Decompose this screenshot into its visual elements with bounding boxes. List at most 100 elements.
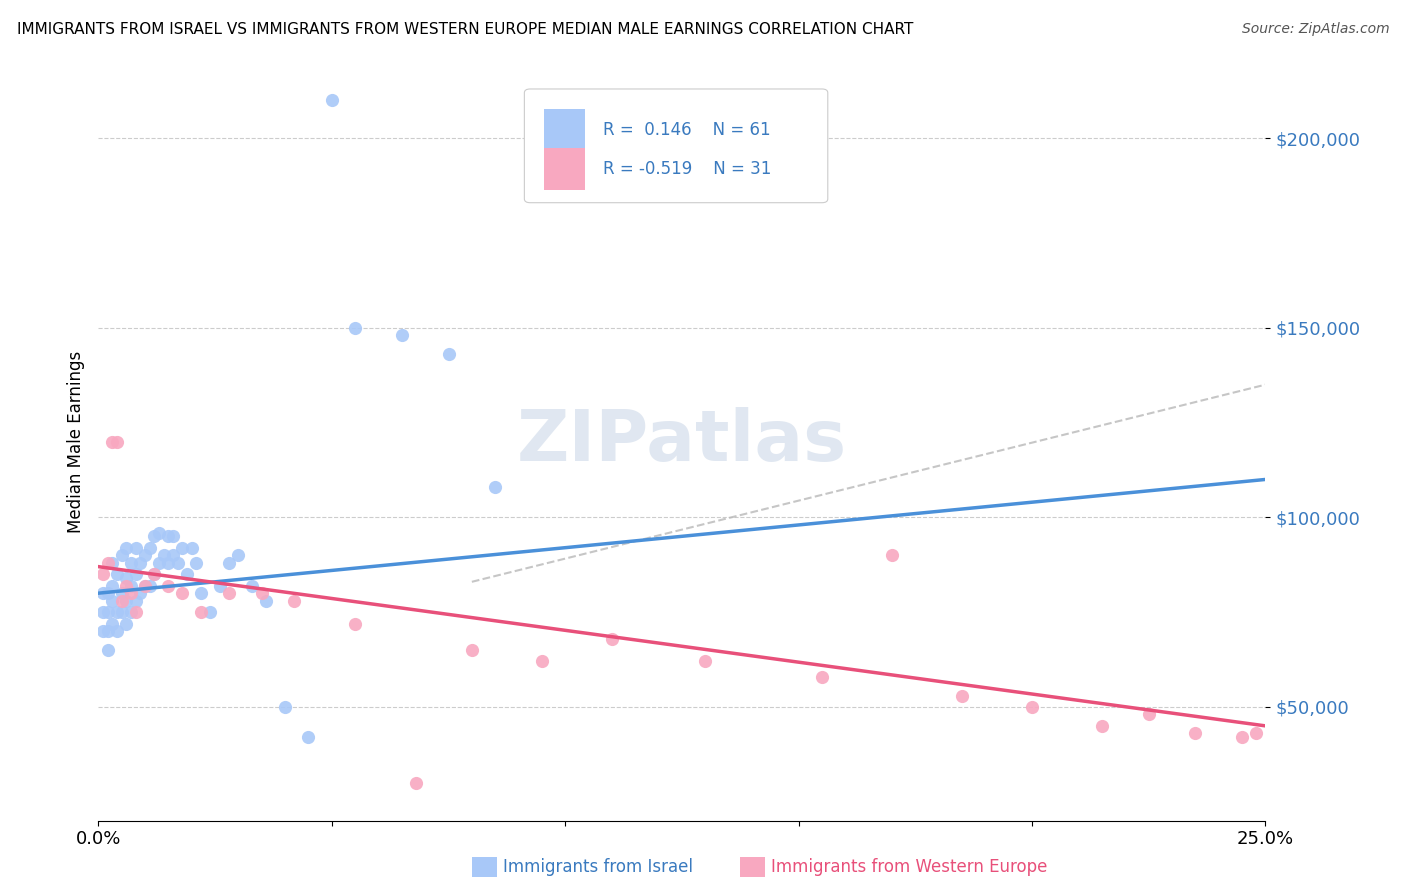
Point bbox=[97, 556, 120, 570]
Point bbox=[115, 579, 138, 593]
FancyBboxPatch shape bbox=[544, 148, 585, 190]
Point bbox=[600, 632, 623, 646]
Point bbox=[530, 655, 553, 669]
Point bbox=[101, 594, 124, 608]
Point bbox=[157, 556, 180, 570]
Point bbox=[162, 548, 184, 563]
Point bbox=[157, 529, 180, 543]
Point bbox=[695, 655, 717, 669]
Y-axis label: Median Male Earnings: Median Male Earnings bbox=[66, 351, 84, 533]
Point bbox=[256, 594, 278, 608]
Point bbox=[139, 541, 162, 555]
Point bbox=[111, 605, 134, 619]
Point bbox=[120, 586, 142, 600]
Point bbox=[148, 556, 170, 570]
Point bbox=[97, 643, 120, 657]
Point bbox=[143, 567, 166, 582]
Point bbox=[437, 347, 460, 361]
Point bbox=[148, 525, 170, 540]
Point bbox=[186, 556, 208, 570]
Point bbox=[105, 434, 128, 449]
Point bbox=[97, 586, 120, 600]
Point bbox=[344, 320, 367, 334]
Point bbox=[134, 548, 156, 563]
Point bbox=[111, 548, 134, 563]
Point bbox=[157, 579, 180, 593]
Point bbox=[105, 567, 128, 582]
Point bbox=[274, 699, 297, 714]
Text: Immigrants from Western Europe: Immigrants from Western Europe bbox=[770, 858, 1047, 876]
Point bbox=[120, 579, 142, 593]
Point bbox=[129, 556, 152, 570]
Point bbox=[120, 556, 142, 570]
Point bbox=[162, 529, 184, 543]
Point bbox=[139, 579, 162, 593]
Point bbox=[111, 594, 134, 608]
Point bbox=[484, 480, 506, 494]
Point bbox=[242, 579, 264, 593]
Point bbox=[120, 605, 142, 619]
Point bbox=[115, 571, 138, 585]
Point bbox=[1021, 699, 1043, 714]
Point bbox=[228, 548, 250, 563]
Text: IMMIGRANTS FROM ISRAEL VS IMMIGRANTS FROM WESTERN EUROPE MEDIAN MALE EARNINGS CO: IMMIGRANTS FROM ISRAEL VS IMMIGRANTS FRO… bbox=[17, 22, 914, 37]
Point bbox=[101, 616, 124, 631]
Point bbox=[811, 669, 834, 683]
Point bbox=[172, 541, 194, 555]
Text: R =  0.146    N = 61: R = 0.146 N = 61 bbox=[603, 121, 770, 139]
Point bbox=[115, 541, 138, 555]
Point bbox=[91, 605, 114, 619]
Point bbox=[115, 616, 138, 631]
Point bbox=[176, 567, 198, 582]
Point bbox=[190, 586, 212, 600]
Point bbox=[321, 93, 343, 107]
Point bbox=[166, 556, 188, 570]
Point bbox=[283, 594, 305, 608]
Point bbox=[180, 541, 202, 555]
Point bbox=[172, 586, 194, 600]
Point bbox=[97, 624, 120, 639]
Text: R = -0.519    N = 31: R = -0.519 N = 31 bbox=[603, 161, 770, 178]
Point bbox=[950, 689, 973, 703]
Point bbox=[344, 616, 367, 631]
Point bbox=[1230, 730, 1253, 744]
Point bbox=[218, 556, 240, 570]
Point bbox=[97, 605, 120, 619]
Point bbox=[125, 567, 148, 582]
Point bbox=[134, 579, 156, 593]
Point bbox=[129, 586, 152, 600]
Point bbox=[91, 586, 114, 600]
Point bbox=[105, 605, 128, 619]
Point bbox=[115, 594, 138, 608]
Point bbox=[101, 556, 124, 570]
Point bbox=[391, 328, 413, 343]
Point bbox=[91, 567, 114, 582]
Point bbox=[190, 605, 212, 619]
Point bbox=[880, 548, 903, 563]
Point bbox=[1091, 719, 1114, 733]
Point bbox=[200, 605, 222, 619]
Point bbox=[1244, 726, 1267, 740]
Point bbox=[134, 579, 156, 593]
Text: Source: ZipAtlas.com: Source: ZipAtlas.com bbox=[1241, 22, 1389, 37]
Point bbox=[152, 548, 174, 563]
Point bbox=[1137, 707, 1160, 722]
Text: ZIPatlas: ZIPatlas bbox=[517, 407, 846, 476]
Point bbox=[250, 586, 273, 600]
Point bbox=[208, 579, 231, 593]
Point bbox=[461, 643, 484, 657]
Point bbox=[218, 586, 240, 600]
Point bbox=[405, 776, 427, 790]
Point bbox=[143, 529, 166, 543]
Point bbox=[125, 605, 148, 619]
FancyBboxPatch shape bbox=[524, 89, 828, 202]
Point bbox=[101, 434, 124, 449]
Point bbox=[143, 567, 166, 582]
Point bbox=[297, 730, 319, 744]
Point bbox=[101, 579, 124, 593]
Point bbox=[125, 594, 148, 608]
Text: Immigrants from Israel: Immigrants from Israel bbox=[503, 858, 693, 876]
FancyBboxPatch shape bbox=[544, 109, 585, 151]
Point bbox=[111, 586, 134, 600]
Point bbox=[105, 624, 128, 639]
